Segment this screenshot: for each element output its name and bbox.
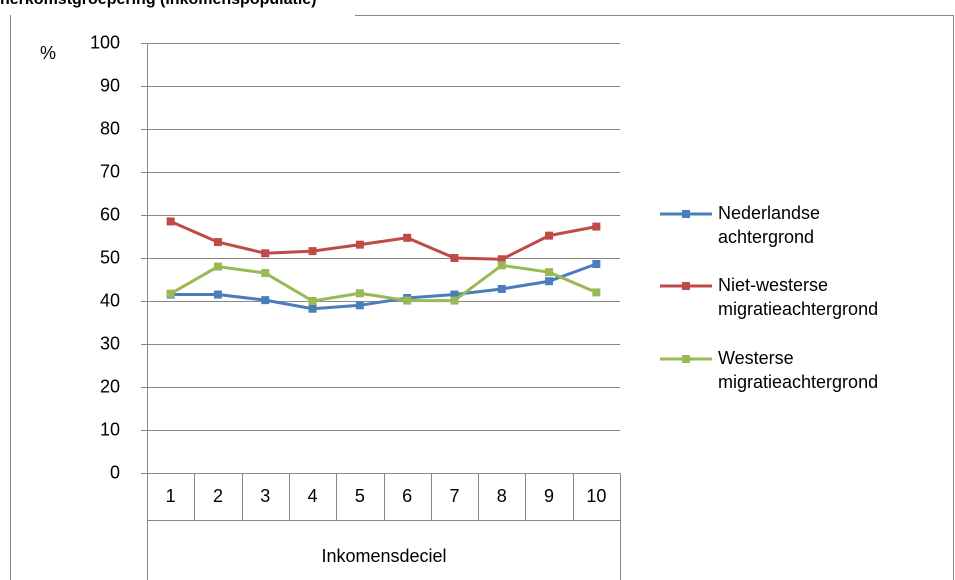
data-point	[261, 249, 270, 258]
data-point	[261, 296, 270, 305]
data-point	[545, 268, 554, 277]
series-line	[170, 262, 597, 311]
data-point	[355, 289, 364, 298]
legend-marker	[682, 282, 690, 290]
x-tick-label: 3	[260, 486, 270, 506]
data-point	[308, 297, 317, 305]
x-tick-label: 4	[308, 486, 318, 506]
x-axis-label: Inkomensdeciel	[321, 546, 446, 566]
data-point	[308, 247, 317, 256]
data-point	[355, 301, 364, 310]
data-point	[403, 296, 412, 305]
y-tick-label: 80	[100, 118, 120, 138]
data-point	[497, 255, 506, 264]
y-tick-label: 40	[100, 290, 120, 310]
chart-border	[10, 15, 954, 580]
x-tick-label: 9	[544, 486, 554, 506]
data-point	[450, 290, 459, 299]
legend-label: Nederlandse achtergrond	[718, 203, 821, 247]
data-point	[355, 240, 364, 249]
y-unit-label: %	[40, 43, 56, 63]
data-point	[403, 233, 412, 242]
data-point	[545, 231, 554, 240]
y-tick-label: 70	[100, 161, 120, 181]
data-point	[166, 289, 175, 298]
data-point	[545, 277, 554, 286]
data-point	[450, 254, 459, 262]
data-point	[592, 222, 601, 231]
data-point	[213, 238, 222, 247]
data-point	[592, 288, 601, 297]
y-tick-label: 30	[100, 333, 120, 353]
legend-marker	[682, 210, 690, 218]
x-tick-label: 6	[402, 486, 412, 506]
x-tick-label: 1	[166, 486, 176, 506]
x-tick-label: 5	[355, 486, 365, 506]
data-point	[261, 269, 270, 278]
y-tick-label: 100	[90, 32, 120, 52]
data-point	[166, 217, 175, 226]
data-point	[213, 262, 222, 271]
series-line	[170, 220, 597, 261]
y-tick-label: 20	[100, 376, 120, 396]
legend-label: Niet-westerse migratieachtergrond	[718, 275, 879, 319]
y-tick-label: 50	[100, 247, 120, 267]
y-tick-label: 10	[100, 419, 120, 439]
x-tick-label: 7	[449, 486, 459, 506]
x-tick-label: 8	[497, 486, 507, 506]
legend-label: Westerse migratieachtergrond	[718, 348, 879, 392]
data-point	[497, 261, 506, 270]
data-point	[497, 284, 506, 293]
y-tick-label: 90	[100, 75, 120, 95]
x-tick-label: 2	[213, 486, 223, 506]
y-tick-label: 0	[110, 462, 120, 482]
y-tick-label: 60	[100, 204, 120, 224]
x-tick-label: 10	[586, 486, 606, 506]
data-point	[308, 304, 317, 313]
data-point	[592, 260, 601, 269]
data-point	[450, 296, 459, 305]
chart-title: herkomstgroepering (inkomenspopulatie)	[0, 0, 316, 9]
legend-marker	[682, 355, 690, 363]
data-point	[213, 290, 222, 299]
series-line	[169, 263, 597, 303]
